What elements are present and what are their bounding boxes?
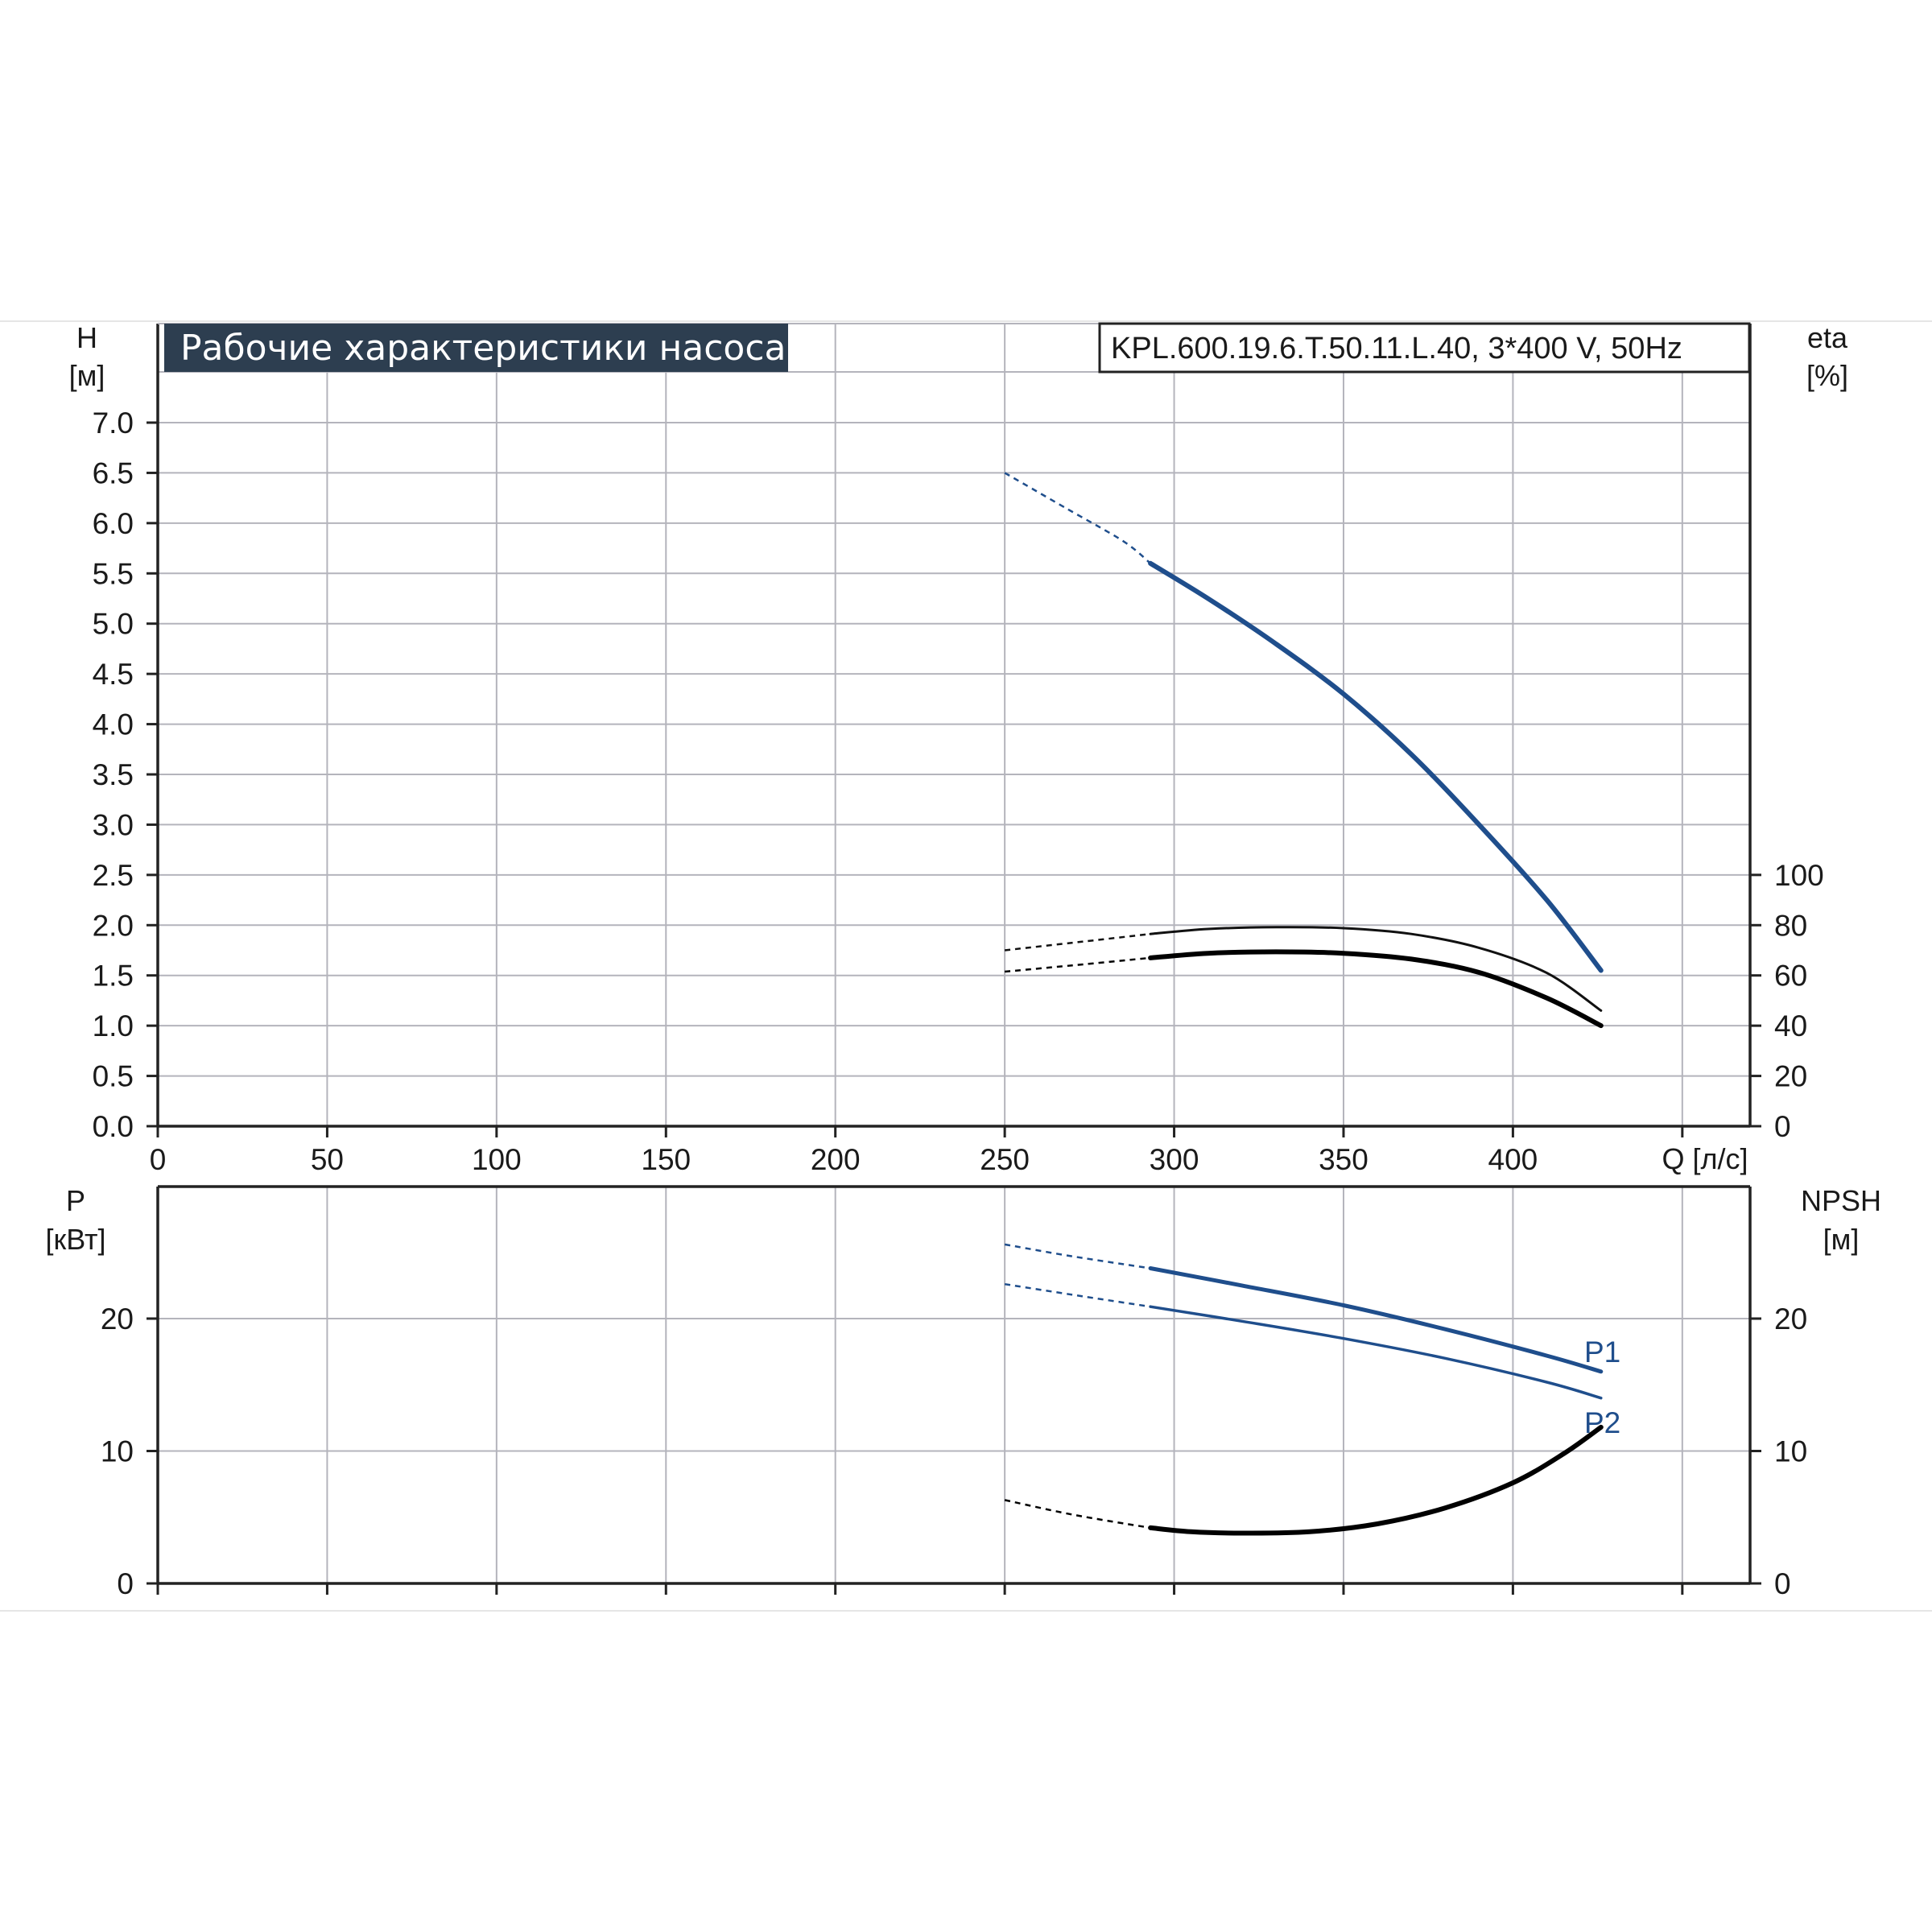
p1-curve [1148,1266,1604,1374]
lower-axes [156,1185,1752,1585]
upper-y2-tick-label-3: 60 [1774,960,1807,993]
x-tick-label-2: 100 [472,1143,522,1176]
x-tick-label-6: 300 [1150,1143,1199,1176]
lower-y-tick-label-0: 0 [117,1567,134,1600]
x-tick-label-7: 350 [1319,1143,1368,1176]
chart-title: Рабочие характеристики насоса [180,328,786,369]
efficiency-lower-curve [1148,949,1604,1029]
lower-y2-axis-unit: [м] [1823,1223,1860,1256]
p2-curve [1149,1305,1603,1400]
y-axis-name: H [76,321,97,354]
upper-y2-tick-label-2: 40 [1774,1009,1807,1042]
title-banner [164,324,788,372]
upper-y-tick-label-4: 2.0 [93,909,134,942]
upper-y-tick-label-3: 1.5 [93,960,134,993]
lower-series [1004,1243,1604,1536]
upper-y2-tick-label-0: 0 [1774,1110,1791,1143]
efficiency-upper-curve [1149,926,1603,1012]
x-axis-label: Q [л/с] [1662,1142,1748,1175]
model-box [1098,322,1751,374]
upper-y-tick-label-5: 2.5 [93,859,134,892]
x-tick-label-5: 250 [980,1143,1030,1176]
upper-y-tick-label-7: 3.5 [93,758,134,791]
lower-ticks: 0 10 20 0 10 20 [101,1302,1807,1600]
lower-y-tick-label-1: 10 [101,1435,134,1468]
upper-grid [158,324,1750,1126]
upper-y-tick-label-0: 0.0 [93,1110,134,1143]
upper-y2-tick-label-5: 100 [1774,859,1824,892]
upper-ticks: 0.0 0.5 1.0 1.5 2.0 2.5 3.0 3.5 4.0 4.5 5.0 5.5 6.0 6… [93,407,1824,1176]
upper-y-tick-label-13: 6.5 [93,456,134,489]
x-tick-label-8: 400 [1488,1143,1538,1176]
upper-y-tick-label-14: 7.0 [93,407,134,440]
upper-y-tick-label-2: 1.0 [93,1009,134,1042]
efficiency-lower-curve-extrapolated [1004,956,1151,973]
lower-y2-tick-label-1: 10 [1774,1435,1807,1468]
p1-curve-extrapolated [1004,1243,1151,1269]
lower-y-axis-unit: [кВт] [45,1223,105,1256]
upper-y-tick-label-12: 6.0 [93,507,134,540]
upper-y-tick-label-9: 4.5 [93,658,134,691]
npsh-curve [1148,1424,1604,1536]
head-curve [1148,560,1604,973]
upper-y-tick-label-6: 3.0 [93,808,134,841]
efficiency-upper-curve-extrapolated [1004,932,1151,952]
y2-axis-name: eta [1807,321,1848,354]
x-tick-label-3: 150 [641,1143,691,1176]
p2-curve-extrapolated [1004,1282,1151,1308]
lower-y2-tick-label-2: 20 [1774,1302,1807,1335]
lower-y2-axis-name: NPSH [1801,1184,1881,1217]
lower-y-tick-label-2: 20 [101,1302,134,1335]
npsh-curve-extrapolated [1004,1499,1151,1530]
upper-y-tick-label-1: 0.5 [93,1060,134,1093]
series-label-p1: P1 [1584,1335,1620,1368]
upper-y-tick-label-11: 5.5 [93,557,134,590]
upper-y-tick-label-10: 5.0 [93,608,134,641]
lower-grid [158,1187,1750,1583]
lower-y-axis-name: P [66,1184,85,1217]
x-tick-label-4: 200 [811,1143,861,1176]
lower-y2-tick-label-0: 0 [1774,1567,1791,1600]
upper-y2-tick-label-4: 80 [1774,909,1807,942]
head-curve-extrapolated [1004,472,1151,564]
power-npsh-chart: 0 10 20 0 10 20 P [кВт] NPSH [м] P1 P2 [45,1184,1881,1600]
series-label-p2: P2 [1584,1406,1620,1439]
head-efficiency-chart: 0.0 0.5 1.0 1.5 2.0 2.5 3.0 3.5 4.0 4.5 5.0 5.5 6.0 6… [69,321,1848,1176]
x-tick-label-0: 0 [150,1143,167,1176]
y2-axis-unit: [%] [1806,359,1848,392]
upper-series [1004,472,1604,1029]
model-label: KPL.600.19.6.T.50.11.L.40, 3*400 V, 50Hz [1111,332,1682,365]
y-axis-unit: [м] [69,359,105,392]
x-tick-label-1: 50 [311,1143,344,1176]
upper-y-tick-label-8: 4.0 [93,708,134,741]
upper-y2-tick-label-1: 20 [1774,1060,1807,1093]
